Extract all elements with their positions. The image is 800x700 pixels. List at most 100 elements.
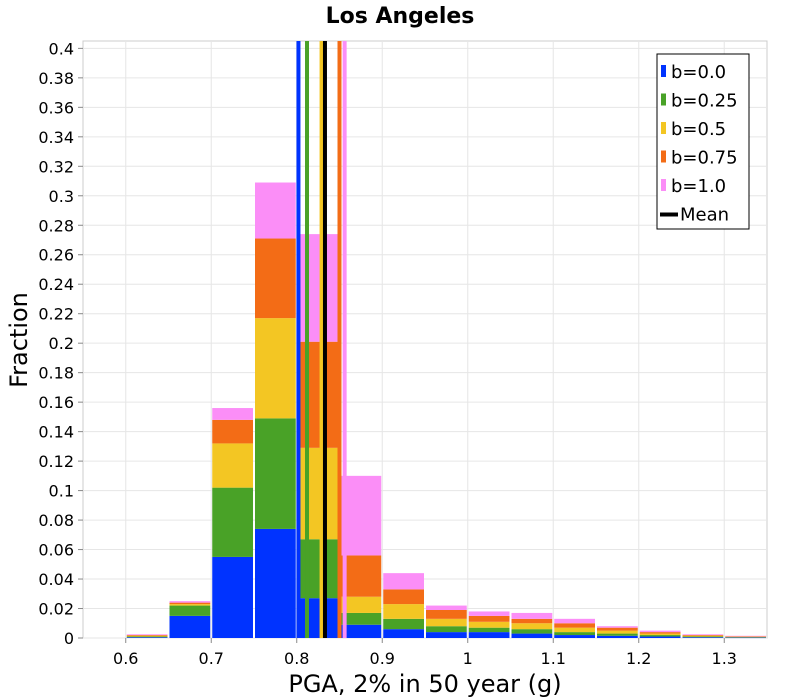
bar-bin-6-series-3 <box>340 555 382 597</box>
plot-area <box>82 40 768 639</box>
legend: b=0.0 b=0.25 b=0.5 b=0.75 b=1.0 Mean <box>656 53 750 230</box>
legend-swatch-3 <box>661 150 666 163</box>
bar-bin-1-series-0 <box>126 637 168 638</box>
bar-bin-10-series-0 <box>511 633 553 638</box>
bar-bin-6-series-1 <box>340 612 382 625</box>
y-tick-label-0: 0 <box>64 629 74 648</box>
bar-bin-5-series-4 <box>297 234 339 342</box>
y-tick-label-14: 0.28 <box>38 216 74 235</box>
bar-bin-9-series-3 <box>468 615 510 622</box>
bar-bin-6-series-0 <box>340 624 382 638</box>
y-tick-label-8: 0.16 <box>38 393 74 412</box>
bar-bin-13-series-3 <box>639 632 681 634</box>
bar-bin-8-series-2 <box>426 618 467 627</box>
y-tick-label-17: 0.34 <box>38 128 74 147</box>
y-tick-label-11: 0.22 <box>38 305 74 324</box>
bar-bin-2-series-3 <box>169 602 211 605</box>
bar-bin-13-series-1 <box>639 635 681 637</box>
legend-swatch-4 <box>661 179 666 191</box>
bar-bin-2-series-2 <box>169 604 211 606</box>
bar-bin-11-series-4 <box>554 618 595 624</box>
bar-bin-5-series-0 <box>297 598 339 638</box>
bar-bin-4-series-2 <box>255 318 296 419</box>
bar-bin-8-series-0 <box>426 632 467 638</box>
bar-bin-5-series-1 <box>297 539 339 599</box>
bar-bin-5-series-3 <box>297 341 339 448</box>
legend-box <box>656 53 750 230</box>
mean-lines-group <box>296 41 347 638</box>
bar-bin-14-series-4 <box>682 634 724 636</box>
bar-bin-7-series-4 <box>383 573 424 590</box>
bar-bin-12-series-4 <box>597 626 638 628</box>
y-tick-label-1: 0.02 <box>38 600 74 619</box>
bar-bin-7-series-3 <box>383 589 424 605</box>
x-tick-label-3: 0.9 <box>370 649 395 668</box>
x-tick-label-4: 1 <box>463 649 473 668</box>
bar-bin-10-series-2 <box>511 623 553 630</box>
legend-label-4: b=1.0 <box>671 176 726 197</box>
bar-bin-1-series-3 <box>126 635 168 636</box>
bar-bin-10-series-4 <box>511 612 553 619</box>
bar-bin-15-series-1 <box>725 637 766 638</box>
bar-bin-9-series-1 <box>468 627 510 633</box>
y-tick-label-19: 0.38 <box>38 69 74 88</box>
y-tick-label-9: 0.18 <box>38 364 74 383</box>
y-axis: 0 0.02 0.04 0.06 0.08 0.1 0.12 0.14 0.16 0.18 0.2 0… <box>38 39 83 648</box>
x-tick-label-7: 1.3 <box>712 649 737 668</box>
bar-bin-11-series-3 <box>554 623 595 628</box>
x-axis-label: PGA, 2% in 50 year (g) <box>288 670 561 698</box>
bar-bin-15-series-0 <box>725 637 766 639</box>
legend-label-3: b=0.75 <box>671 148 738 169</box>
y-tick-label-18: 0.36 <box>38 98 74 117</box>
bar-bin-13-series-2 <box>639 633 681 636</box>
chart-title: Los Angeles <box>326 4 475 29</box>
bar-bin-14-series-2 <box>682 635 724 637</box>
bar-bin-15-series-4 <box>725 635 766 637</box>
legend-label-mean: Mean <box>680 205 729 226</box>
bar-bin-1-series-4 <box>126 634 168 636</box>
bar-bin-10-series-3 <box>511 618 553 624</box>
bar-bin-5-series-2 <box>297 447 339 540</box>
y-tick-label-13: 0.26 <box>38 246 74 265</box>
legend-swatch-2 <box>661 122 666 134</box>
x-tick-label-0: 0.6 <box>113 649 138 668</box>
y-tick-label-10: 0.2 <box>49 334 74 353</box>
bar-bin-12-series-0 <box>597 635 638 638</box>
bar-bin-2-series-1 <box>169 605 211 616</box>
x-tick-label-5: 1.1 <box>541 649 566 668</box>
y-tick-label-6: 0.12 <box>38 452 74 471</box>
y-tick-label-3: 0.06 <box>38 541 74 560</box>
y-tick-label-5: 0.1 <box>49 482 74 501</box>
bar-bin-7-series-1 <box>383 618 424 630</box>
bar-bin-8-series-3 <box>426 609 467 619</box>
bar-bin-3-series-1 <box>212 487 253 557</box>
legend-swatch-0 <box>661 65 666 77</box>
bar-bin-4-series-4 <box>255 182 296 239</box>
bar-bin-12-series-3 <box>597 627 638 631</box>
bar-bin-3-series-2 <box>212 443 253 488</box>
y-axis-label: Fraction <box>5 292 33 388</box>
bar-bin-13-series-0 <box>639 636 681 638</box>
bar-bin-10-series-1 <box>511 629 553 634</box>
bar-bin-12-series-1 <box>597 633 638 636</box>
bar-bin-8-series-4 <box>426 605 467 610</box>
bar-bin-15-series-2 <box>725 636 766 638</box>
bar-bin-7-series-2 <box>383 604 424 619</box>
bar-bin-3-series-3 <box>212 419 253 444</box>
bar-bin-9-series-2 <box>468 621 510 628</box>
bar-bin-11-series-0 <box>554 635 595 638</box>
bar-bin-14-series-0 <box>682 637 724 638</box>
bar-bin-12-series-2 <box>597 630 638 634</box>
bar-bin-3-series-4 <box>212 408 253 420</box>
legend-label-1: b=0.25 <box>671 91 738 112</box>
y-tick-label-4: 0.08 <box>38 511 74 530</box>
bars-group <box>126 182 766 639</box>
x-tick-label-6: 1.2 <box>626 649 651 668</box>
bar-bin-2-series-4 <box>169 601 211 603</box>
bar-bin-7-series-0 <box>383 629 424 638</box>
x-axis: 0.6 0.7 0.8 0.9 1 1.1 1.2 1.3 <box>113 638 737 668</box>
legend-label-2: b=0.5 <box>671 119 726 140</box>
bar-bin-14-series-3 <box>682 635 724 636</box>
y-tick-label-2: 0.04 <box>38 570 74 589</box>
